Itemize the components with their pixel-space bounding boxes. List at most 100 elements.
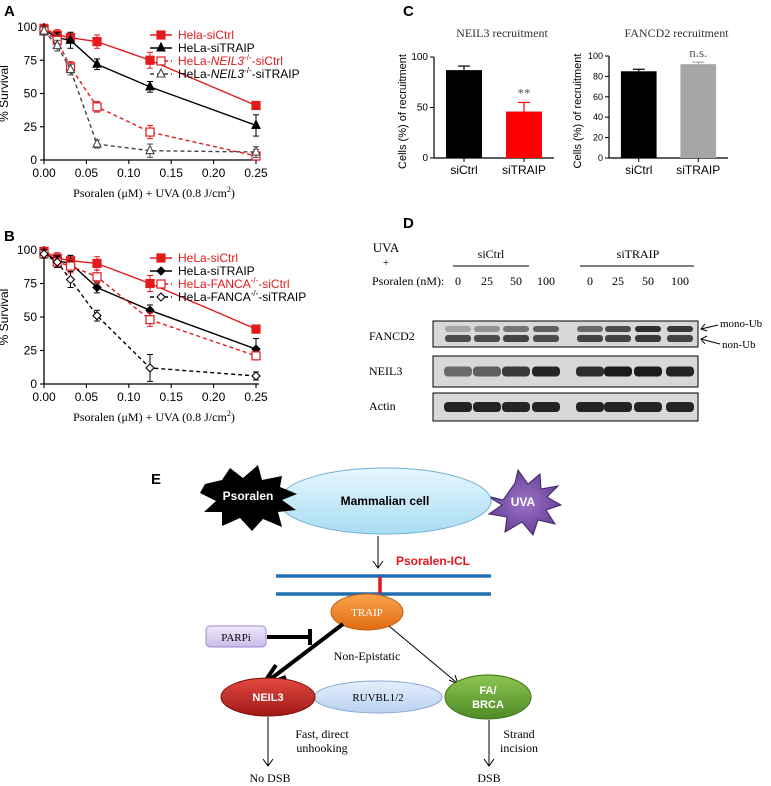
blot-dose-label: 100 [671, 274, 689, 288]
non-ub-band [605, 335, 631, 342]
data-point [92, 258, 102, 268]
protein-band [604, 402, 632, 412]
chart-title: NEIL3 recruitment [456, 26, 548, 40]
data-point [92, 310, 102, 321]
x-axis-label-main: Psoralen (μM) + UVA (0.8 J/cm [73, 410, 227, 424]
psoralen-burst-shape [200, 465, 297, 531]
blot-row-label-fancd2: FANCD2 [369, 329, 415, 343]
legend-label: HeLa-NEIL3-/--siCtrl [178, 53, 283, 68]
data-point [251, 119, 261, 129]
protein-band [502, 366, 530, 377]
mono-ub-arrow [700, 323, 719, 332]
legend-label-part: HeLa-siCtrl [178, 251, 238, 265]
legend-marker [156, 41, 166, 52]
mono-ub-band [667, 326, 693, 332]
data-point [145, 80, 155, 91]
uva-burst-shape [486, 468, 563, 537]
data-point [92, 137, 102, 148]
y-axis-label: Cells (%) of recruitment [397, 54, 409, 169]
x-tick-label: 0.20 [202, 166, 226, 180]
neil3-label: NEIL3 [252, 692, 283, 704]
legend-marker [156, 67, 166, 78]
x-axis-label-end: ) [231, 186, 235, 200]
legend-label: Hela-siCtrl [178, 28, 234, 42]
blot-group-label: siTRAIP [617, 247, 660, 261]
blot-dose-label: 50 [642, 274, 654, 288]
legend-label-part: HeLa-FANCA [178, 290, 251, 304]
blot-dose-label: 25 [612, 274, 624, 288]
x-axis-label: Psoralen (μM) + UVA (0.8 J/cm2) [73, 185, 235, 200]
legend-label: HeLa-siTRAIP [178, 264, 255, 278]
non-epistatic-label: Non-Epistatic [334, 649, 401, 663]
x-tick-label: 0.25 [244, 166, 268, 180]
legend-label-part: -siTRAIP [252, 67, 300, 81]
panel-label-a: A [4, 3, 15, 20]
legend-label-part: -siCtrl [252, 54, 283, 68]
legend-marker [156, 279, 166, 289]
legend-marker [156, 253, 166, 263]
x-axis-label-sup: 2 [227, 185, 231, 194]
chart-title: FANCD2 recruitment [624, 26, 729, 40]
blot-group-label: siCtrl [478, 247, 505, 261]
y-tick-label: 75 [24, 277, 38, 291]
mammalian-cell-label: Mammalian cell [341, 494, 430, 508]
panel-label-e: E [151, 471, 161, 488]
legend-label-part: NEIL3 [211, 67, 245, 81]
data-point [145, 363, 155, 373]
blot-row-label-neil3: NEIL3 [369, 364, 402, 378]
uva-label: UVA [511, 495, 536, 509]
x-axis-label-sup: 2 [227, 409, 231, 418]
fancd2-blot-strip [432, 320, 699, 348]
legend-label-part: -siCtrl [258, 277, 289, 291]
x-tick-label: 0.15 [160, 390, 184, 404]
mono-ub-label: mono-Ub [720, 318, 763, 330]
protein-band [666, 366, 694, 377]
legend-label: HeLa-NEIL3-/--siTRAIP [178, 66, 300, 81]
parpi-label: PARPi [221, 632, 251, 644]
data-point [92, 58, 102, 68]
y-axis-label: % Survival [0, 289, 11, 346]
legend-label-part: HeLa- [178, 54, 211, 68]
y-axis-label: Cells (%) of recruitment [572, 54, 584, 169]
significance-label: ** [518, 85, 531, 100]
legend-label-part: -/- [244, 66, 252, 75]
series-line [43, 30, 257, 153]
bar-chart-fancd2-recruitment: FANCD2 recruitment 0 20 40 60 80 100 Cells (%) … [572, 26, 729, 177]
y-tick-label: 0 [598, 153, 603, 163]
blot-row-label-actin: Actin [369, 399, 396, 413]
x-tick-label: 0.20 [202, 390, 226, 404]
mechanism-schematic: Psoralen Mammalian cell UVA Psoralen-ICL… [200, 465, 563, 785]
y-axis-label: % Survival [0, 65, 11, 122]
data-point [145, 315, 155, 325]
legend-label-part: -/- [251, 289, 259, 298]
y-tick-label: 60 [593, 92, 603, 102]
bar [446, 70, 482, 158]
data-point [52, 39, 63, 50]
category-label: siTRAIP [676, 163, 720, 177]
mono-ub-band [605, 326, 631, 332]
data-point [65, 261, 76, 271]
x-axis-label-end: ) [231, 410, 235, 424]
protein-band [444, 366, 472, 377]
data-point [92, 37, 102, 47]
protein-band [634, 402, 662, 412]
y-tick-label: 25 [24, 120, 38, 134]
fa-label-line1: FA/ [479, 685, 496, 697]
x-tick-label: 0.05 [75, 166, 99, 180]
series-line [43, 253, 257, 377]
non-ub-band [667, 335, 693, 342]
x-tick-label: 0.10 [117, 166, 141, 180]
y-tick-label: 100 [17, 243, 37, 257]
x-tick-label: 0.00 [32, 390, 56, 404]
protein-band [532, 366, 560, 377]
mono-ub-band [635, 326, 661, 332]
dsb-label: DSB [477, 771, 500, 785]
protein-band [576, 402, 604, 412]
x-axis-label-main: Psoralen (μM) + UVA (0.8 J/cm [73, 186, 227, 200]
blot-uva-label: UVA [373, 240, 400, 255]
y-tick-label: 0 [30, 377, 37, 391]
non-ub-band [635, 335, 661, 342]
legend-label: HeLa-siCtrl [178, 251, 238, 265]
protein-band [576, 366, 604, 377]
protein-band [532, 402, 560, 412]
